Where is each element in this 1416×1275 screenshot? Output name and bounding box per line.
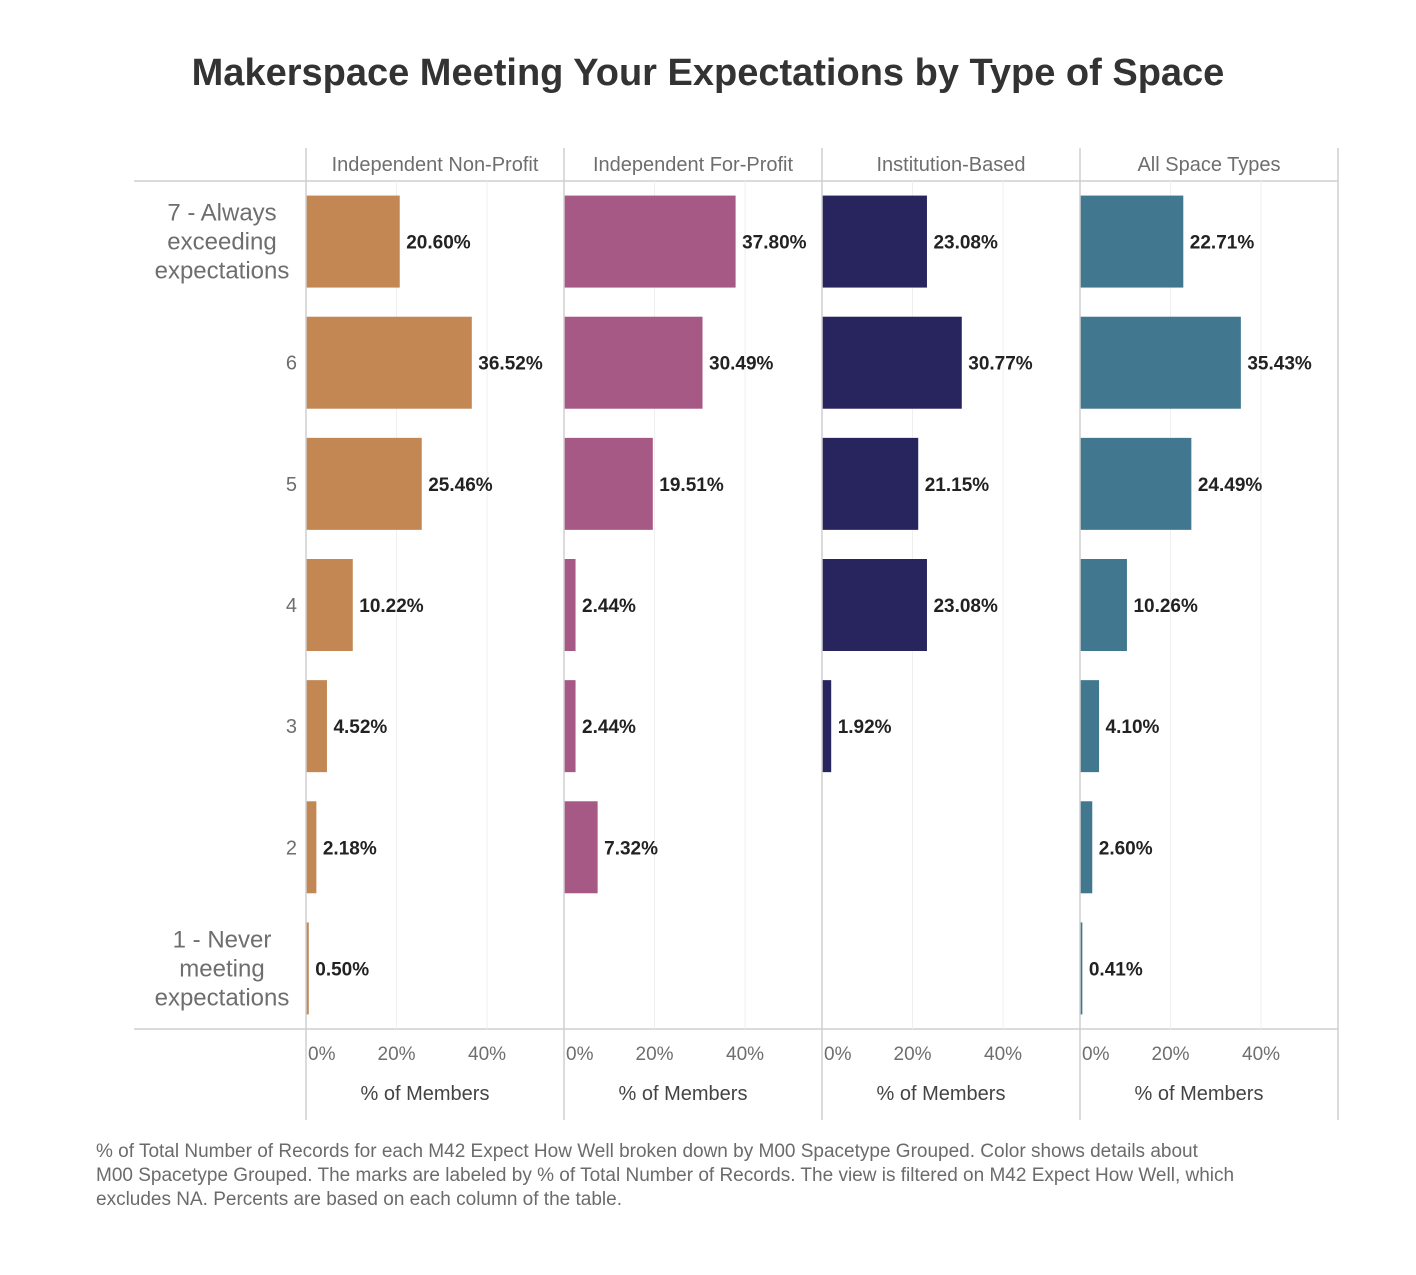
bar [1080, 316, 1241, 409]
bar [564, 801, 598, 894]
row-label: 1 - Never [173, 926, 272, 953]
bar-value-label: 10.22% [359, 596, 424, 617]
bar-value-label: 2.60% [1099, 838, 1153, 859]
row-label: 2 [286, 837, 297, 859]
footnote-line: % of Total Number of Records for each M4… [96, 1141, 1198, 1162]
x-tick-label: 20% [894, 1044, 932, 1065]
x-tick-label: 20% [1152, 1044, 1190, 1065]
bar-value-label: 37.80% [742, 233, 807, 254]
x-axis-title: % of Members [877, 1083, 1006, 1105]
bar [306, 437, 422, 530]
bar [306, 680, 327, 773]
bar-value-label: 30.49% [709, 354, 774, 375]
x-tick-label: 40% [726, 1044, 764, 1065]
bar-value-label: 1.92% [838, 717, 892, 738]
bar-value-label: 2.44% [582, 717, 636, 738]
x-tick-label: 20% [378, 1044, 416, 1065]
bar [1080, 559, 1127, 651]
footnote-line: excludes NA. Percents are based on each … [96, 1189, 622, 1210]
row-label: 5 [286, 474, 297, 496]
bar-value-label: 10.26% [1133, 596, 1198, 617]
row-label: 6 [286, 353, 297, 375]
panel-header: Independent Non-Profit [332, 154, 539, 176]
bar [822, 680, 832, 773]
bar [306, 922, 309, 1015]
bar [564, 559, 576, 651]
bar-value-label: 30.77% [968, 354, 1033, 375]
bar [1080, 801, 1093, 894]
x-tick-label: 40% [984, 1044, 1022, 1065]
bar [1080, 437, 1192, 530]
bar-value-label: 25.46% [428, 475, 493, 496]
bar-value-label: 2.44% [582, 596, 636, 617]
chart-title: Makerspace Meeting Your Expectations by … [191, 52, 1225, 94]
bar-value-label: 23.08% [933, 233, 998, 254]
bar [306, 195, 400, 288]
row-label: exceeding [167, 229, 276, 256]
bar [822, 437, 919, 530]
row-label: expectations [155, 984, 290, 1011]
bar-value-label: 36.52% [478, 354, 543, 375]
bar [1080, 195, 1184, 288]
row-label: 7 - Always [167, 200, 276, 227]
row-label: meeting [179, 955, 264, 982]
bar [1080, 680, 1100, 773]
bar [306, 801, 317, 894]
bar-value-label: 0.50% [315, 959, 369, 980]
bar-value-label: 23.08% [933, 596, 998, 617]
bar [564, 316, 703, 409]
bar [564, 437, 653, 530]
bar-value-label: 35.43% [1247, 354, 1312, 375]
bar-value-label: 24.49% [1198, 475, 1263, 496]
bar [822, 316, 962, 409]
panel-header: All Space Types [1137, 154, 1280, 176]
x-tick-label: 20% [636, 1044, 674, 1065]
bar [822, 559, 927, 651]
x-axis-title: % of Members [1135, 1083, 1264, 1105]
x-tick-label: 40% [1242, 1044, 1280, 1065]
x-tick-label: 0% [824, 1044, 852, 1065]
bar-value-label: 22.71% [1190, 233, 1255, 254]
bar [822, 195, 927, 288]
panel-header: Independent For-Profit [593, 154, 794, 176]
bar [306, 316, 472, 409]
bar-value-label: 4.52% [333, 717, 387, 738]
x-axis-title: % of Members [361, 1083, 490, 1105]
chart-footnote: % of Total Number of Records for each M4… [96, 1140, 1346, 1212]
bar-value-label: 2.18% [323, 838, 377, 859]
bar-value-label: 0.41% [1089, 959, 1143, 980]
bar [564, 195, 736, 288]
bar-value-label: 21.15% [925, 475, 990, 496]
x-tick-label: 0% [566, 1044, 594, 1065]
row-label: 3 [286, 716, 297, 738]
bar-value-label: 7.32% [604, 838, 658, 859]
x-tick-label: 40% [468, 1044, 506, 1065]
footnote-line: M00 Spacetype Grouped. The marks are lab… [96, 1165, 1235, 1186]
row-label: expectations [155, 258, 290, 285]
bar-value-label: 4.10% [1106, 717, 1160, 738]
panel-header: Institution-Based [877, 154, 1026, 176]
x-tick-label: 0% [1082, 1044, 1110, 1065]
bar [1080, 922, 1083, 1015]
bar-value-label: 19.51% [659, 475, 724, 496]
bar [306, 559, 353, 651]
bar-value-label: 20.60% [406, 233, 471, 254]
x-axis-title: % of Members [619, 1083, 748, 1105]
x-tick-label: 0% [308, 1044, 336, 1065]
bar [564, 680, 576, 773]
row-label: 4 [286, 595, 297, 617]
